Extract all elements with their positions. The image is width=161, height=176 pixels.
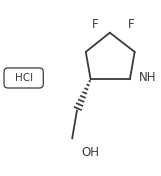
FancyBboxPatch shape xyxy=(4,68,43,88)
Text: NH: NH xyxy=(139,71,156,84)
Text: F: F xyxy=(92,18,99,31)
Text: HCl: HCl xyxy=(15,73,33,83)
Text: F: F xyxy=(128,18,135,31)
Text: OH: OH xyxy=(82,146,100,159)
